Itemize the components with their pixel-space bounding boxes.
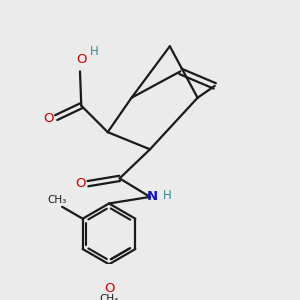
- Text: CH₃: CH₃: [99, 294, 119, 300]
- Text: O: O: [44, 112, 54, 125]
- Text: O: O: [76, 53, 86, 66]
- Text: O: O: [104, 282, 114, 295]
- Text: CH₃: CH₃: [47, 195, 67, 205]
- Text: H: H: [163, 189, 172, 202]
- Text: H: H: [90, 45, 99, 58]
- Text: O: O: [75, 177, 86, 190]
- Text: N: N: [147, 190, 158, 203]
